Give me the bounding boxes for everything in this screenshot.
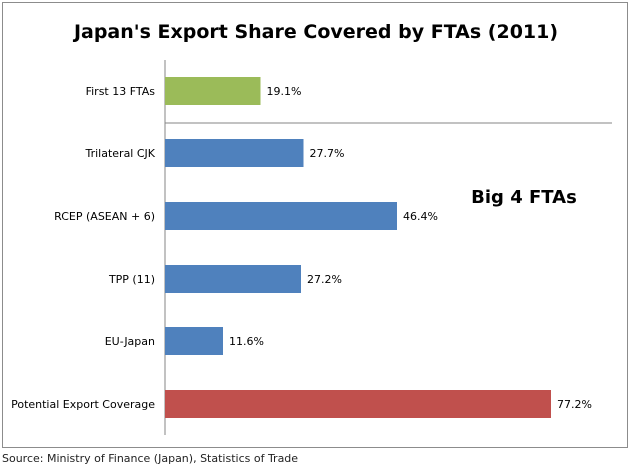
category-label: RCEP (ASEAN + 6) xyxy=(54,210,155,223)
bars-group: First 13 FTAs 19.1% Trilateral CJK 27.7% RCE… xyxy=(11,77,592,418)
bar xyxy=(165,202,397,230)
category-label: First 13 FTAs xyxy=(86,85,156,98)
chart: Japan's Export Share Covered by FTAs (20… xyxy=(11,21,612,435)
value-label: 11.6% xyxy=(229,335,264,348)
big-4-annotation: Big 4 FTAs xyxy=(471,187,577,208)
category-label: Potential Export Coverage xyxy=(11,398,155,411)
bar xyxy=(165,265,301,293)
bar xyxy=(165,139,304,167)
value-label: 46.4% xyxy=(403,210,438,223)
chart-title: Japan's Export Share Covered by FTAs (20… xyxy=(72,21,558,43)
category-label: EU-Japan xyxy=(105,335,155,348)
category-label: Trilateral CJK xyxy=(84,147,155,160)
value-label: 77.2% xyxy=(557,398,592,411)
source-note: Source: Ministry of Finance (Japan), Sta… xyxy=(2,452,299,465)
category-label: TPP (11) xyxy=(108,273,155,286)
bar xyxy=(165,327,223,355)
bar xyxy=(165,77,261,105)
value-label: 19.1% xyxy=(267,85,302,98)
value-label: 27.2% xyxy=(307,273,342,286)
bar xyxy=(165,390,551,418)
value-label: 27.7% xyxy=(310,147,345,160)
